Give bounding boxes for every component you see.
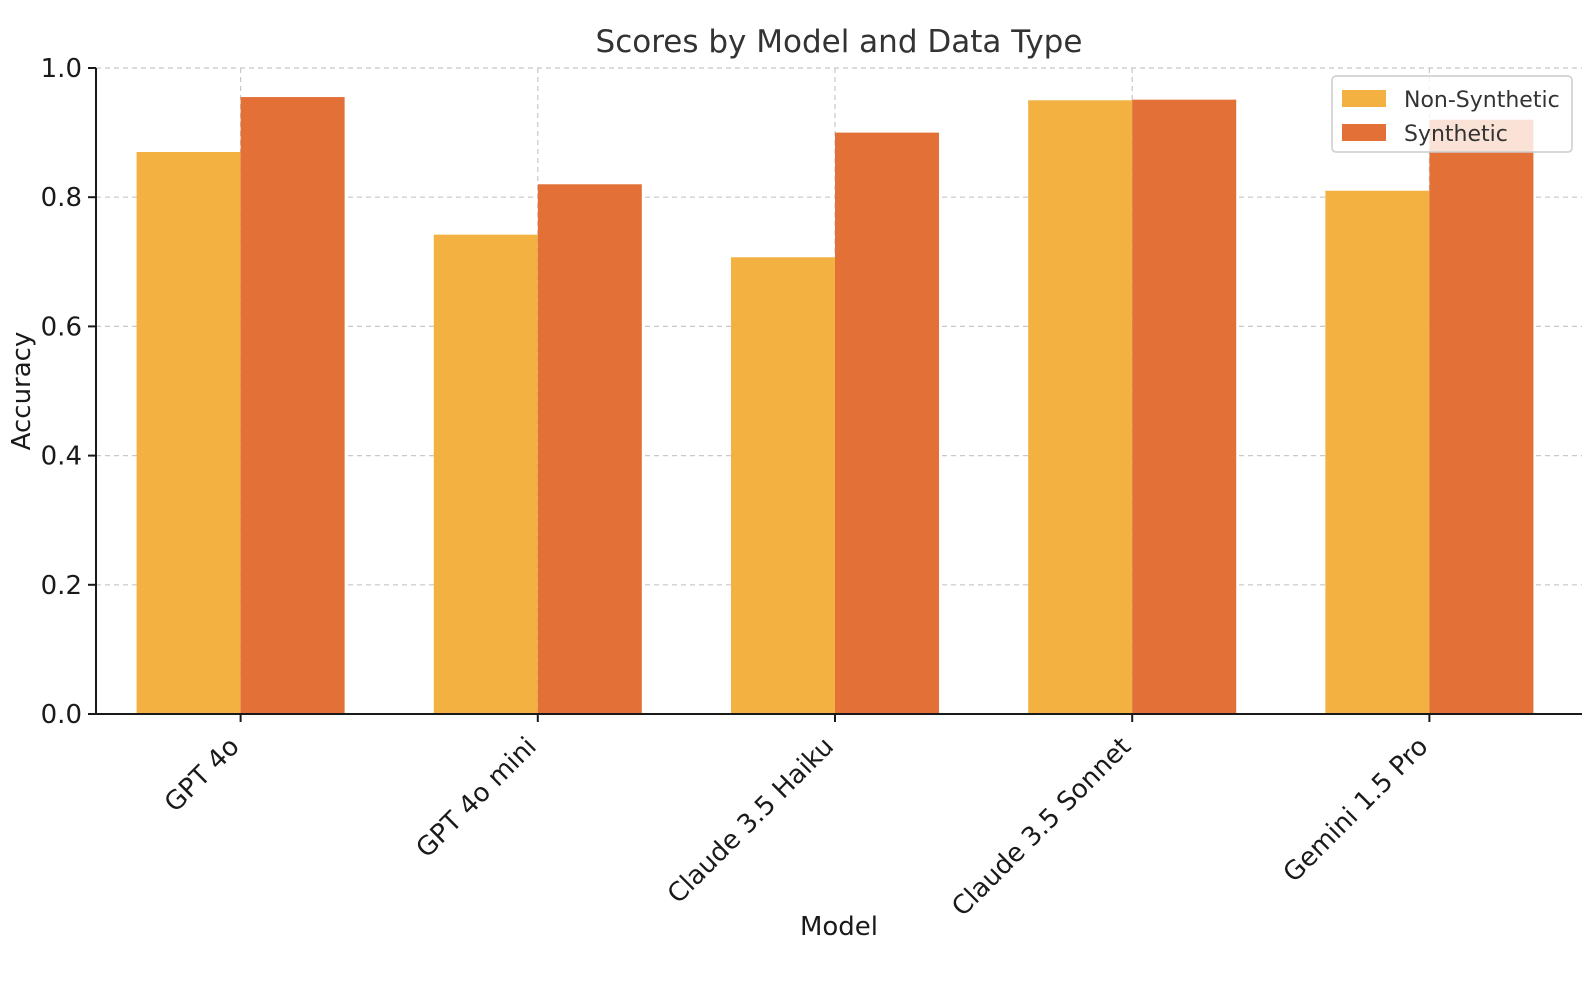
bar-synthetic bbox=[1429, 119, 1534, 715]
bar-non-synthetic bbox=[730, 257, 835, 714]
legend-swatch-non-synthetic bbox=[1342, 90, 1386, 107]
bar-synthetic bbox=[240, 97, 345, 714]
y-tick-label: 0.0 bbox=[41, 700, 82, 730]
x-tick-label: Gemini 1.5 Pro bbox=[1278, 732, 1435, 889]
legend: Non-Synthetic Synthetic bbox=[1331, 75, 1573, 153]
legend-swatch-synthetic bbox=[1342, 124, 1386, 141]
bar-non-synthetic bbox=[136, 151, 241, 715]
y-tick-label: 0.4 bbox=[41, 442, 82, 472]
y-axis-title: Accuracy bbox=[7, 332, 37, 451]
bar-synthetic bbox=[835, 132, 940, 715]
bar-synthetic bbox=[537, 184, 642, 714]
y-tick-label: 0.8 bbox=[41, 183, 82, 213]
x-tick-label: Claude 3.5 Haiku bbox=[662, 732, 840, 910]
bar-non-synthetic bbox=[1028, 100, 1133, 715]
legend-label: Synthetic bbox=[1404, 122, 1508, 147]
y-tick-label: 1.0 bbox=[41, 54, 82, 84]
x-tick-label: Claude 3.5 Sonnet bbox=[946, 732, 1137, 923]
legend-label: Non-Synthetic bbox=[1404, 88, 1560, 113]
legend-box bbox=[1331, 75, 1573, 153]
x-axis-title: Model bbox=[800, 912, 878, 942]
x-tick-label: GPT 4o bbox=[159, 732, 246, 819]
bars bbox=[136, 97, 1534, 715]
bar-synthetic bbox=[1132, 99, 1237, 715]
x-tick-label: GPT 4o mini bbox=[411, 732, 543, 864]
bar-non-synthetic bbox=[1325, 190, 1430, 715]
y-tick-label: 0.6 bbox=[41, 312, 82, 342]
bar-non-synthetic bbox=[433, 234, 538, 714]
chart-title: Scores by Model and Data Type bbox=[596, 24, 1083, 60]
y-tick-label: 0.2 bbox=[41, 571, 82, 601]
